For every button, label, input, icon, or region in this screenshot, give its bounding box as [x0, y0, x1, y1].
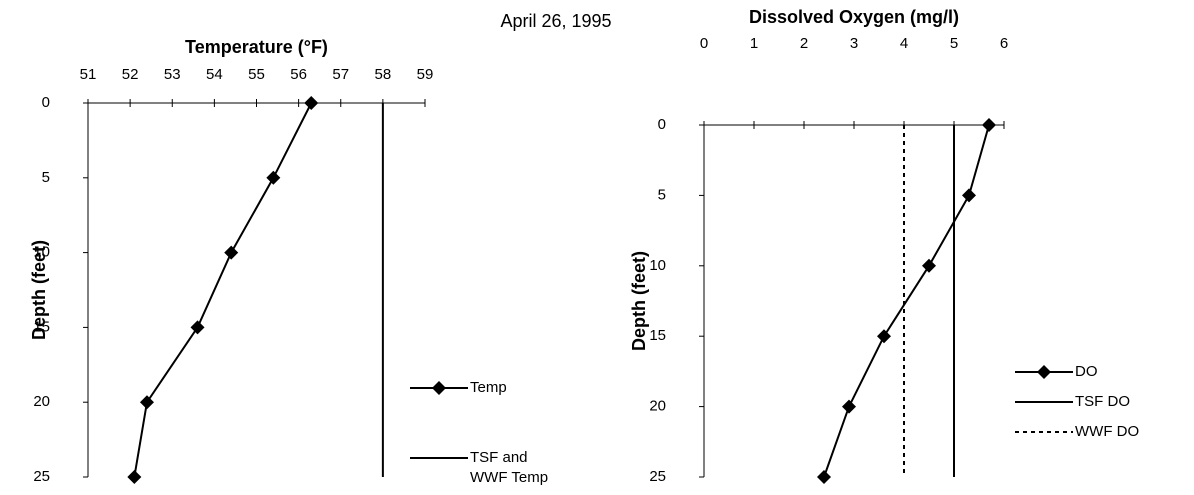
- figure-title: April 26, 1995: [500, 11, 611, 31]
- legend-label: DO: [1075, 363, 1098, 380]
- marker: [962, 188, 976, 203]
- y-tick-label: 20: [33, 393, 50, 410]
- legend: DO TSF DO WWF DO: [1013, 362, 1139, 452]
- y-tick-label: 10: [33, 244, 50, 261]
- y-tick-label: 5: [42, 169, 50, 186]
- marker: [982, 118, 996, 132]
- legend-swatch: [410, 457, 468, 459]
- marker: [817, 470, 831, 484]
- x-tick-label: 1: [750, 35, 758, 52]
- legend-item: Temp: [408, 378, 552, 398]
- y-tick-label: 25: [649, 468, 666, 485]
- legend-item: DO: [1013, 362, 1139, 382]
- marker: [877, 329, 891, 344]
- y-axis-label: Depth (feet): [29, 240, 49, 340]
- marker: [190, 320, 205, 335]
- x-tick-label: 6: [1000, 35, 1008, 52]
- legend-swatch: [1015, 365, 1073, 379]
- x-tick-label: 53: [164, 66, 181, 83]
- legend-label: WWF DO: [1075, 423, 1140, 440]
- chart-title: Dissolved Oxygen (mg/l): [749, 7, 959, 27]
- x-tick-label: 56: [290, 66, 307, 83]
- chart-title: Temperature (°F): [185, 37, 328, 57]
- legend-label: Temp: [470, 379, 507, 396]
- legend-item: TSF and WWF Temp: [408, 448, 552, 488]
- legend: Temp TSF and WWF Temp: [408, 378, 552, 495]
- legend-item: TSF DO: [1013, 392, 1139, 412]
- x-tick-label: 0: [700, 35, 708, 52]
- x-tick-label: 4: [900, 35, 908, 52]
- legend-label: TSF DO: [1075, 393, 1130, 410]
- series-line: [133, 102, 313, 478]
- marker: [922, 258, 936, 273]
- y-tick-label: 25: [33, 468, 50, 485]
- x-tick-label: 52: [122, 66, 139, 83]
- y-tick-label: 0: [658, 116, 666, 133]
- x-tick-label: 5: [950, 35, 958, 52]
- y-tick-label: 15: [649, 327, 666, 344]
- legend-swatch: [1015, 401, 1073, 403]
- y-axis-label: Depth (feet): [629, 251, 649, 351]
- marker: [139, 395, 154, 410]
- y-tick-label: 20: [649, 398, 666, 415]
- y-tick-label: 5: [658, 186, 666, 203]
- x-tick-label: 3: [850, 35, 858, 52]
- marker: [842, 399, 856, 414]
- marker: [224, 245, 239, 260]
- series-line: [823, 124, 990, 478]
- marker: [266, 170, 281, 185]
- x-tick-label: 55: [248, 66, 265, 83]
- x-tick-label: 51: [80, 66, 97, 83]
- legend-swatch: [1015, 431, 1073, 433]
- marker: [127, 470, 142, 484]
- x-tick-label: 57: [332, 66, 349, 83]
- legend-marker: [1037, 365, 1051, 379]
- marker: [304, 96, 319, 110]
- x-tick-label: 58: [375, 66, 392, 83]
- legend-label: TSF and WWF Temp: [470, 449, 549, 486]
- legend-swatch: [410, 381, 468, 395]
- y-tick-label: 0: [42, 94, 50, 111]
- legend-item: WWF DO: [1013, 422, 1139, 442]
- legend-marker: [432, 381, 446, 395]
- x-tick-label: 2: [800, 35, 808, 52]
- x-tick-label: 59: [417, 66, 434, 83]
- y-tick-label: 10: [649, 257, 666, 274]
- x-tick-label: 54: [206, 66, 223, 83]
- y-tick-label: 15: [33, 318, 50, 335]
